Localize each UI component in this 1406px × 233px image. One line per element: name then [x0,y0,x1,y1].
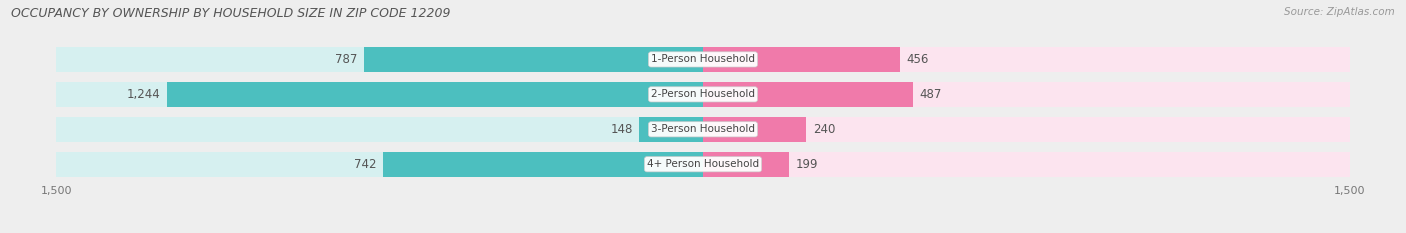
Bar [56,47,703,72]
Bar [56,152,1350,177]
Bar [56,117,1350,142]
Text: 487: 487 [920,88,942,101]
Bar [703,152,1350,177]
Bar [703,152,789,177]
Bar [56,117,703,142]
Bar [56,82,1350,107]
Bar [703,82,912,107]
Bar [364,47,703,72]
Text: 4+ Person Household: 4+ Person Household [647,159,759,169]
Text: 240: 240 [813,123,835,136]
Text: 2-Person Household: 2-Person Household [651,89,755,99]
Bar [56,152,703,177]
Bar [703,47,1350,72]
Bar [167,82,703,107]
Bar [56,82,703,107]
Bar [56,47,1350,72]
Bar [703,117,1350,142]
Bar [640,117,703,142]
Text: 199: 199 [796,158,818,171]
Text: 148: 148 [610,123,633,136]
Text: 787: 787 [335,53,357,66]
Text: 742: 742 [354,158,377,171]
Text: 456: 456 [905,53,928,66]
Bar [382,152,703,177]
Text: 1,244: 1,244 [127,88,160,101]
Text: Source: ZipAtlas.com: Source: ZipAtlas.com [1284,7,1395,17]
Bar [703,47,900,72]
Text: OCCUPANCY BY OWNERSHIP BY HOUSEHOLD SIZE IN ZIP CODE 12209: OCCUPANCY BY OWNERSHIP BY HOUSEHOLD SIZE… [11,7,451,20]
Bar [703,117,807,142]
Text: 1-Person Household: 1-Person Household [651,55,755,64]
Bar [703,82,1350,107]
Text: 3-Person Household: 3-Person Household [651,124,755,134]
